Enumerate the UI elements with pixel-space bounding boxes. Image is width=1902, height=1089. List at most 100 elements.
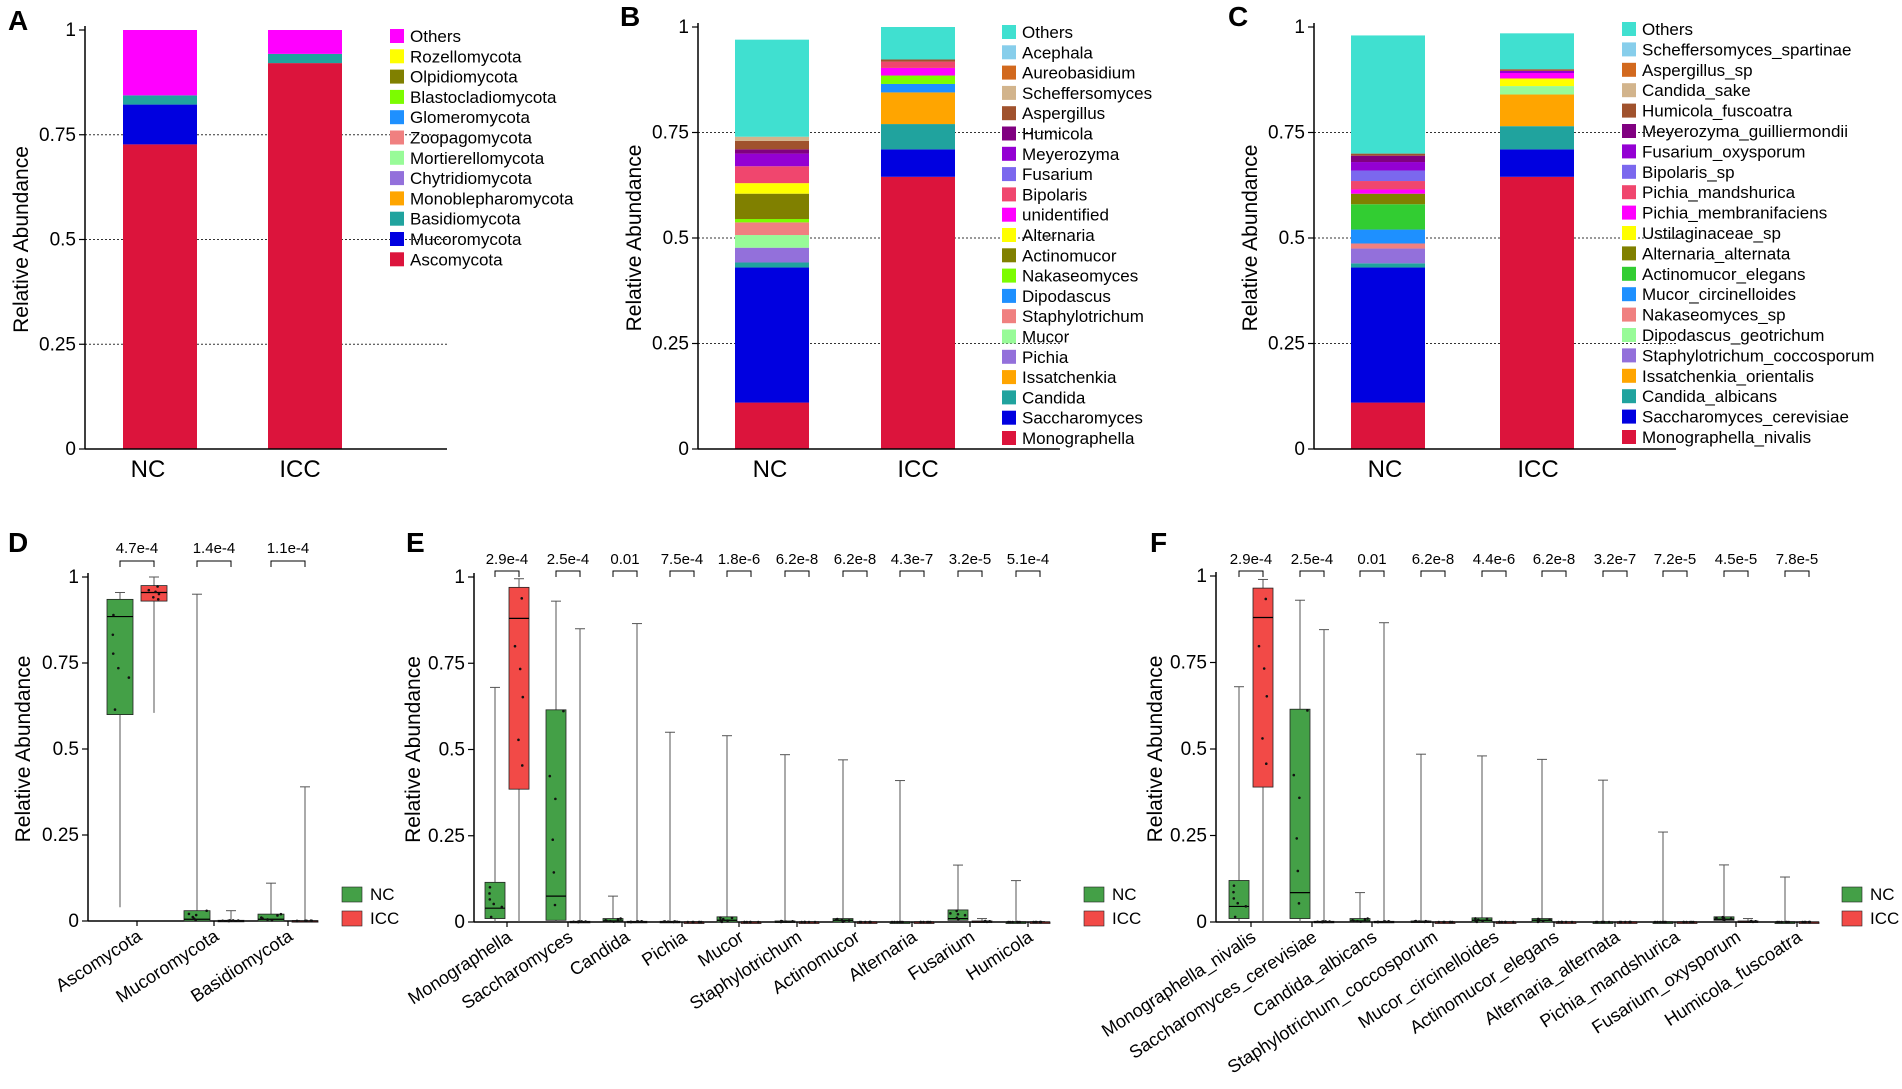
legend-swatch-bipolaris [1002, 187, 1016, 202]
y-tick-label: 0.75 [39, 125, 76, 146]
legend-label: Saccharomyces [1022, 409, 1143, 428]
x-tick-label: Pichia [638, 926, 691, 970]
significance-bracket [1784, 570, 1810, 577]
data-point [1292, 773, 1296, 777]
p-value-label: 6.2e-8 [1533, 551, 1576, 568]
box-monographella-nc [484, 881, 506, 919]
data-point [1261, 737, 1264, 740]
legend-label: Staphylotrichum [1022, 307, 1144, 326]
data-point [955, 916, 959, 920]
legend-swatch-mortierellomycota [390, 150, 404, 165]
legend-swatch-scheffersomyces [1002, 85, 1016, 100]
y-tick-label: 1 [65, 20, 76, 41]
data-point [1682, 920, 1685, 924]
data-point [1564, 920, 1568, 924]
data-point [580, 920, 583, 923]
legend-swatch-issatchenkia-orientalis [1622, 368, 1636, 383]
box-saccharomyces-cerevisiae-nc [1289, 708, 1311, 919]
data-point [800, 920, 803, 924]
legend-label: Bipolaris [1022, 185, 1087, 204]
bar-segment-nc-staphylotrichum-coccosporum [1351, 248, 1425, 264]
data-point [1784, 920, 1788, 924]
p-value-label: 7.8e-5 [1776, 551, 1819, 568]
data-point [929, 920, 932, 924]
data-point [692, 920, 695, 924]
data-point [868, 920, 871, 924]
legend-swatch-basidiomycota [390, 211, 404, 226]
significance-bracket [1238, 570, 1264, 577]
legend-label: Candida [1022, 388, 1086, 407]
x-tick-label: NC [753, 456, 788, 483]
legend-swatch-mucoromycota [390, 232, 404, 246]
data-point [1803, 920, 1806, 924]
legend-label: Mucoromycota [410, 230, 522, 249]
data-point [551, 838, 555, 842]
legend-swatch-dipodascus [1002, 288, 1016, 303]
legend-label: Ustilaginaceae_sp [1642, 224, 1781, 243]
legend-label: Mortierellomycota [410, 149, 545, 168]
y-tick-label: 0.25 [652, 334, 689, 355]
data-point [1414, 919, 1418, 923]
data-point [1498, 920, 1501, 924]
data-point [1560, 920, 1563, 924]
y-tick-label: 0 [454, 912, 465, 933]
bar-segment-nc-meyerozyma-guilliermondii [1351, 155, 1425, 163]
legend-label: NC [1112, 885, 1137, 904]
legend-label: Chytridiomycota [410, 169, 532, 188]
data-point [1512, 920, 1515, 924]
legend-swatch-staphylotrichum [1002, 309, 1016, 324]
data-point [1039, 920, 1042, 924]
data-point [1232, 884, 1236, 887]
data-point [1387, 920, 1390, 923]
data-point [1437, 920, 1441, 924]
y-tick-label: 1 [1196, 566, 1207, 587]
bar-segment-nc-nakaseomyces-sp [1351, 243, 1425, 249]
legend-swatch-unidentified [1002, 207, 1016, 222]
legend-label: Olpidiomycota [410, 68, 518, 87]
y-tick-label: 0.5 [663, 228, 689, 249]
legend-swatch-meyerozyma-guilliermondii [1622, 124, 1636, 138]
data-point [500, 905, 504, 909]
data-point [236, 919, 240, 922]
legend-swatch-nc [341, 886, 363, 903]
legend-swatch-others [1002, 25, 1016, 39]
data-point [1356, 919, 1359, 923]
legend-swatch-blastocladiomycota [390, 89, 404, 104]
p-value-label: 0.01 [1357, 551, 1386, 568]
data-point [191, 915, 195, 919]
data-point [552, 871, 556, 874]
bar-segment-icc-nakaseomyces [881, 75, 955, 84]
bar-segment-nc-nakaseomyces [735, 219, 809, 223]
data-point [779, 919, 783, 923]
data-point [1015, 920, 1019, 924]
panel-letter: D [8, 527, 28, 558]
data-point [922, 920, 925, 924]
data-point [513, 644, 517, 648]
box-ascomycota-nc [106, 598, 134, 715]
data-point [221, 919, 224, 923]
legend-swatch-nc [1841, 886, 1863, 903]
bar-segment-nc-bipolaris [735, 166, 809, 184]
p-value-label: 5.1e-4 [1007, 551, 1050, 568]
y-tick-label: 0.5 [439, 740, 465, 761]
data-point [984, 919, 987, 923]
data-point [194, 913, 198, 917]
y-tick-label: 0.25 [1268, 334, 1305, 355]
legend-label: ICC [1112, 909, 1141, 928]
bar-segment-nc-basidiomycota [123, 95, 197, 105]
data-point [1777, 920, 1781, 924]
data-point [1656, 920, 1659, 924]
data-point [1232, 897, 1236, 900]
panel-letter: A [8, 5, 28, 36]
y-axis-label: Relative Abundance [12, 656, 35, 843]
bar-segment-icc-saccharomyces [881, 149, 955, 177]
data-point [111, 652, 115, 655]
legend-swatch-rozellomycota [390, 49, 404, 64]
data-point [1262, 667, 1266, 670]
bar-segment-icc-dipodascus [881, 83, 955, 93]
bar-segment-icc-monographella [881, 176, 955, 449]
legend-swatch-candida-sake [1622, 83, 1636, 98]
y-axis-label: Relative Abundance [402, 656, 425, 843]
data-point [1032, 920, 1035, 924]
